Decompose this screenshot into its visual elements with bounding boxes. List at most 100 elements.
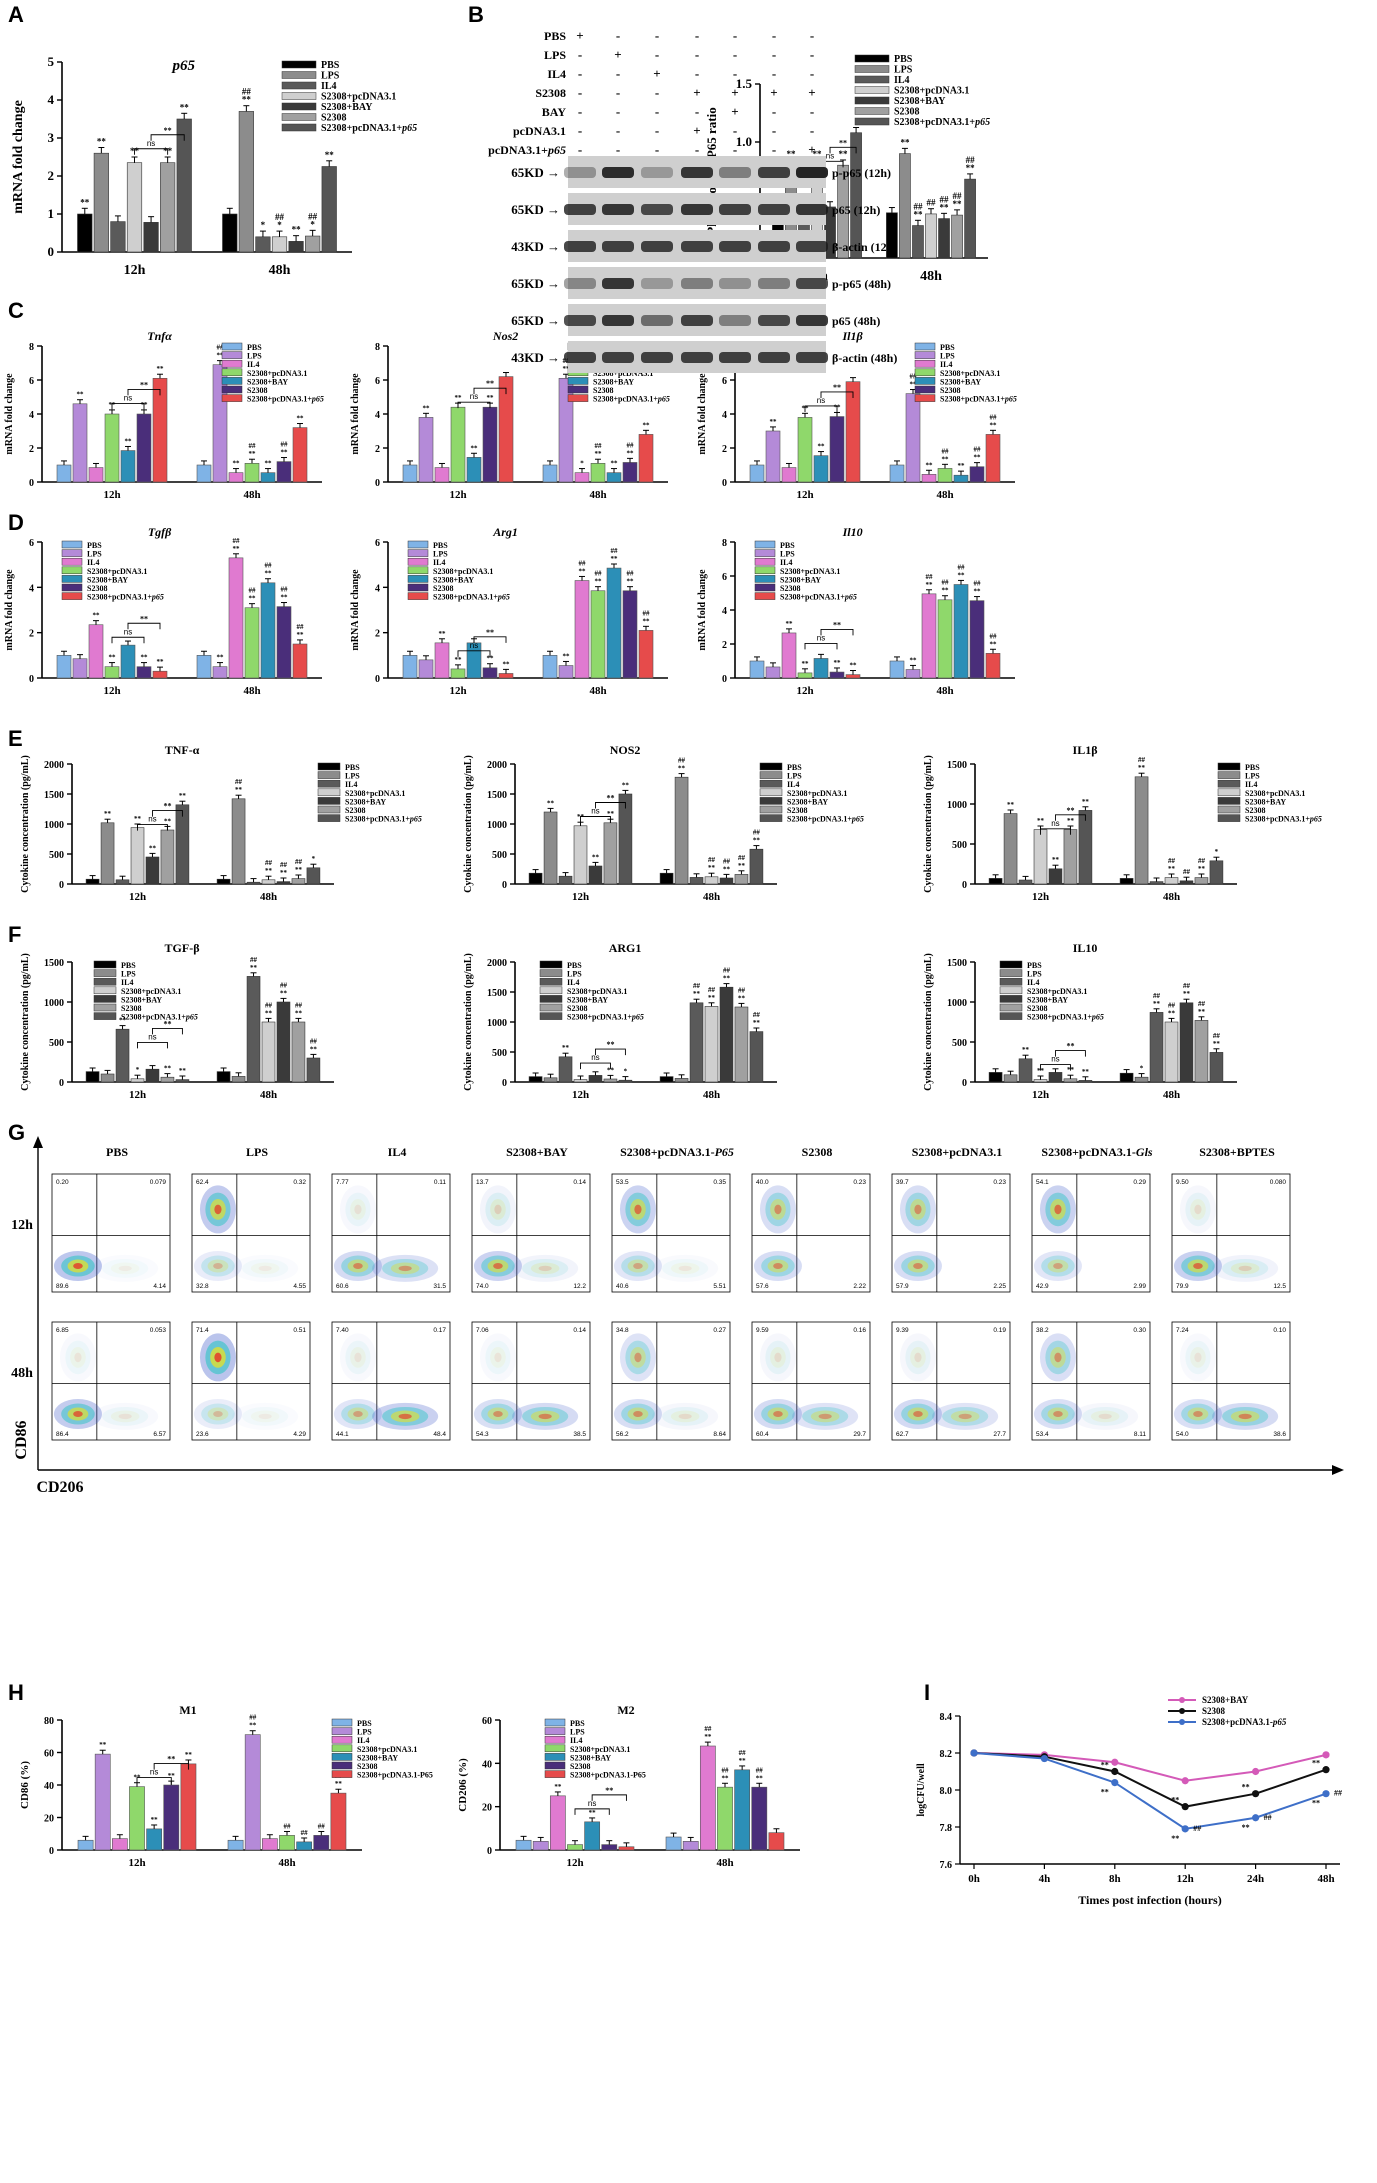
x-group-label: 12h xyxy=(1032,891,1049,903)
treatment-label: pcDNA3.1 xyxy=(513,124,566,138)
blot-band xyxy=(719,352,751,363)
y-axis-label: mRNA fold change xyxy=(11,100,26,214)
density-inner xyxy=(207,1407,229,1421)
flow-column-title: IL4 xyxy=(388,1145,407,1159)
significance-mark: ** xyxy=(265,460,273,468)
significance-mark: ** xyxy=(595,578,603,586)
bar xyxy=(622,462,638,483)
bracket xyxy=(1055,814,1086,821)
bar xyxy=(466,457,482,483)
legend-swatch xyxy=(539,969,563,977)
bar xyxy=(136,413,152,483)
legend-swatch xyxy=(93,986,117,995)
significance-mark: ** xyxy=(693,990,701,998)
y-tick-label: 1500 xyxy=(947,958,967,969)
legend-swatch xyxy=(317,805,341,814)
data-point xyxy=(1181,1825,1189,1833)
quadrant-value: 0.30 xyxy=(1133,1327,1146,1334)
legend-label: S2308 xyxy=(567,1004,587,1013)
chart-title: p65 xyxy=(171,58,196,74)
y-axis-label: mRNA fold change xyxy=(350,373,361,455)
significance-mark: ** xyxy=(503,660,511,668)
legend-swatch xyxy=(914,351,936,359)
y-tick-label: 1000 xyxy=(947,800,967,811)
density-outer xyxy=(932,1402,999,1430)
legend-label: S2308 xyxy=(787,806,807,815)
density-core xyxy=(494,1204,502,1215)
significance-mark: ** xyxy=(125,437,133,445)
treatment-sign: + xyxy=(731,85,738,100)
significance-mark: ## xyxy=(281,586,289,594)
significance-mark: ## xyxy=(295,858,303,866)
bracket-label: ns xyxy=(1051,819,1059,828)
density-core xyxy=(493,1411,503,1418)
significance-mark: ## xyxy=(318,1822,326,1830)
treatment-sign: - xyxy=(695,47,699,62)
significance-mark: ** xyxy=(233,545,241,553)
data-point xyxy=(1252,1814,1260,1822)
significance-mark: ** xyxy=(1067,817,1075,825)
x-tick-label: 12h xyxy=(1177,1873,1194,1885)
significance-mark: ## xyxy=(1168,1001,1176,1009)
legend-label: S2308+BAY xyxy=(787,797,828,806)
x-group-label: 48h xyxy=(703,891,720,903)
bracket xyxy=(1040,828,1071,835)
bar xyxy=(765,666,781,679)
y-tick-label: 60 xyxy=(482,1716,492,1727)
legend-swatch xyxy=(544,1727,566,1735)
density-core xyxy=(913,1411,923,1418)
legend-label: IL4 xyxy=(894,75,910,86)
bracket xyxy=(150,134,185,141)
treatment-sign: - xyxy=(655,142,659,157)
legend-label: PBS xyxy=(1245,763,1260,772)
y-tick-label: 2 xyxy=(375,629,380,640)
significance-mark: ## xyxy=(595,442,603,450)
bar xyxy=(659,872,674,885)
bracket-label: ** xyxy=(486,628,494,637)
bar xyxy=(921,593,937,679)
legend-swatch xyxy=(539,960,563,969)
legend-label: S2308+pcDNA3.1+p65 xyxy=(87,593,164,602)
legend-swatch xyxy=(407,557,429,566)
significance-mark: ** xyxy=(157,658,165,666)
band-size-label: 43KD → xyxy=(511,350,560,365)
y-tick-label: 60 xyxy=(44,1749,54,1760)
chart-title: Arg1 xyxy=(492,525,518,539)
bar xyxy=(797,417,813,483)
bar xyxy=(1063,829,1078,885)
bar xyxy=(528,1076,543,1083)
y-tick-label: 1000 xyxy=(947,998,967,1009)
quadrant-value: 0.27 xyxy=(713,1327,726,1334)
legend-label: S2308+pcDNA3.1+p65 xyxy=(593,395,670,404)
legend: PBSLPSIL4S2308+pcDNA3.1S2308+BAYS2308S23… xyxy=(754,540,857,602)
legend-swatch xyxy=(544,1761,566,1770)
panel-letter-G: G xyxy=(8,1120,25,1145)
blot-band xyxy=(564,241,596,252)
y-tick-label: 2000 xyxy=(44,760,64,771)
panel-letter-B: B xyxy=(468,2,484,27)
significance-mark: ** xyxy=(1312,1799,1320,1808)
bracket xyxy=(473,636,507,643)
significance-mark: ** xyxy=(562,1044,570,1052)
band-name-label: β-actin (48h) xyxy=(832,351,897,365)
significance-mark: ** xyxy=(554,1783,562,1791)
legend-swatch xyxy=(1217,771,1241,779)
significance-mark: ## xyxy=(708,856,716,864)
x-axis-label: Times post infection (hours) xyxy=(1078,1893,1221,1907)
significance-mark: ** xyxy=(708,994,716,1002)
density-inner xyxy=(490,1347,506,1368)
quadrant-value: 0.23 xyxy=(993,1179,1006,1186)
chart-title: Nos2 xyxy=(492,329,518,343)
significance-mark: ** xyxy=(487,394,495,402)
significance-mark: * xyxy=(277,220,282,230)
significance-mark: ** xyxy=(423,404,431,412)
bar xyxy=(638,630,654,679)
x-tick-label: 0h xyxy=(968,1873,980,1885)
quadrant-value: 48.4 xyxy=(433,1431,446,1438)
density-core xyxy=(73,1411,83,1418)
y-tick-label: 7.6 xyxy=(940,1860,953,1871)
flow-column-title: S2308+pcDNA3.1-P65 xyxy=(620,1145,734,1159)
quadrant-value: 7.77 xyxy=(336,1179,349,1186)
bar xyxy=(749,464,765,483)
